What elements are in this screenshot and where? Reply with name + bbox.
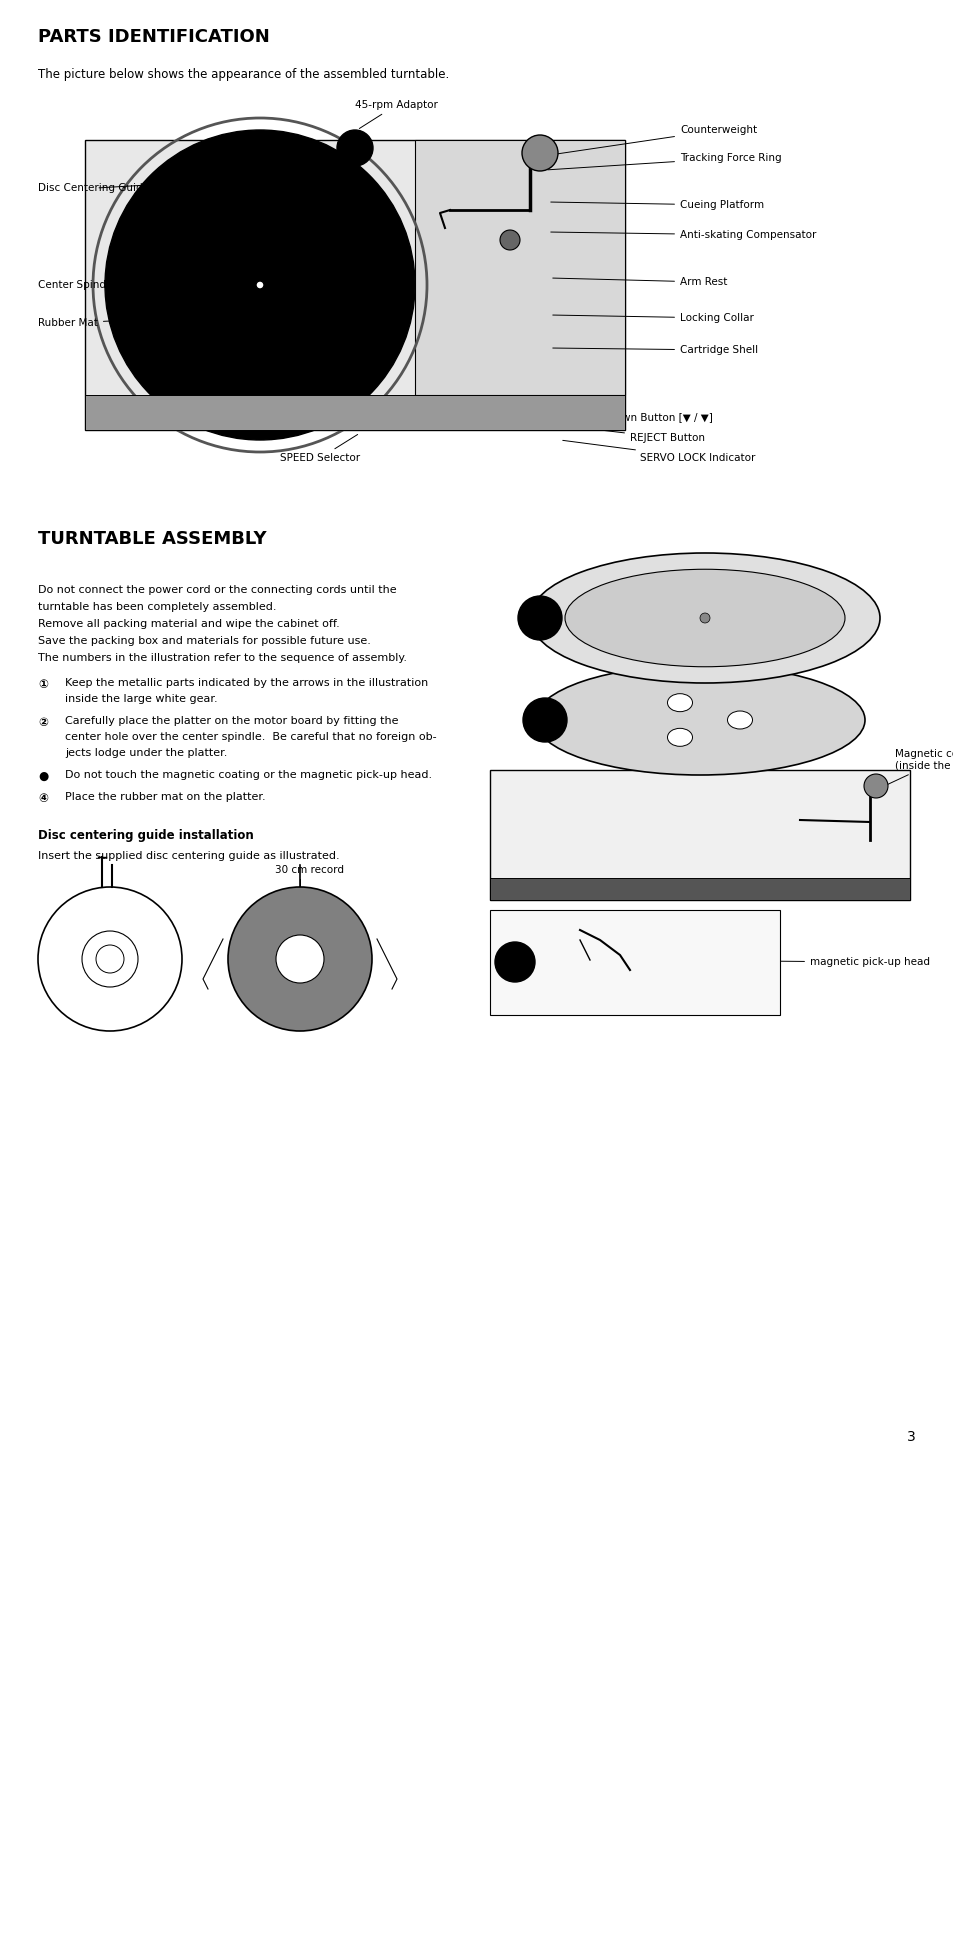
Text: ●: ●	[38, 770, 49, 784]
Text: Cartridge Shell: Cartridge Shell	[552, 345, 758, 355]
Text: ②: ②	[38, 716, 48, 729]
Text: Save the packing box and materials for possible future use.: Save the packing box and materials for p…	[38, 636, 371, 645]
Ellipse shape	[530, 554, 879, 682]
Text: Place the rubber mat on the platter.: Place the rubber mat on the platter.	[65, 792, 265, 801]
Text: inside the large white gear.: inside the large white gear.	[65, 694, 217, 704]
Text: Locking Collar: Locking Collar	[552, 314, 753, 324]
Text: Carefully place the platter on the motor board by fitting the: Carefully place the platter on the motor…	[65, 716, 398, 725]
Circle shape	[96, 946, 124, 973]
Text: SPEED Selector: SPEED Selector	[280, 435, 359, 462]
Text: 30 cm record: 30 cm record	[275, 866, 344, 876]
FancyBboxPatch shape	[85, 396, 624, 431]
Circle shape	[521, 135, 558, 172]
Text: Cueing Platform: Cueing Platform	[550, 201, 763, 211]
Text: SERVO LOCK Indicator: SERVO LOCK Indicator	[562, 441, 755, 462]
Circle shape	[863, 774, 887, 798]
Text: The picture below shows the appearance of the assembled turntable.: The picture below shows the appearance o…	[38, 68, 449, 82]
Text: Do not connect the power cord or the connecting cords until the: Do not connect the power cord or the con…	[38, 585, 396, 595]
Text: center hole over the center spindle.  Be careful that no foreign ob-: center hole over the center spindle. Be …	[65, 731, 436, 743]
Circle shape	[105, 131, 415, 441]
Text: jects lodge under the platter.: jects lodge under the platter.	[65, 749, 227, 759]
Text: Up/Down Button [▼ / ▼]: Up/Down Button [▼ / ▼]	[558, 408, 712, 423]
Text: Do not touch the magnetic coating or the magnetic pick-up head.: Do not touch the magnetic coating or the…	[65, 770, 432, 780]
Text: Tracking Force Ring: Tracking Force Ring	[547, 152, 781, 170]
Ellipse shape	[564, 569, 844, 667]
Text: Remove all packing material and wipe the cabinet off.: Remove all packing material and wipe the…	[38, 618, 339, 630]
Text: magnetic pick-up head: magnetic pick-up head	[642, 957, 929, 967]
Text: Center Spindle: Center Spindle	[38, 281, 172, 291]
Circle shape	[517, 597, 561, 640]
Text: REJECT Button: REJECT Button	[560, 425, 704, 443]
Text: The numbers in the illustration refer to the sequence of assembly.: The numbers in the illustration refer to…	[38, 653, 407, 663]
Text: ①: ①	[38, 679, 48, 690]
Text: 3: 3	[906, 1429, 915, 1445]
Ellipse shape	[667, 727, 692, 747]
Circle shape	[700, 612, 709, 622]
Text: turntable has been completely assembled.: turntable has been completely assembled.	[38, 603, 276, 612]
Text: 1: 1	[107, 954, 113, 963]
Circle shape	[495, 942, 535, 983]
Text: Disc centering guide installation: Disc centering guide installation	[38, 829, 253, 842]
Text: Rubber Mat: Rubber Mat	[38, 318, 172, 328]
Text: 2: 2	[539, 714, 549, 727]
Text: Keep the metallic parts indicated by the arrows in the illustration: Keep the metallic parts indicated by the…	[65, 679, 428, 688]
Text: 3: 3	[535, 610, 544, 626]
Circle shape	[336, 131, 373, 166]
Text: PARTS IDENTIFICATION: PARTS IDENTIFICATION	[38, 27, 270, 47]
Polygon shape	[203, 940, 223, 989]
Text: Insert the supplied disc centering guide as illustrated.: Insert the supplied disc centering guide…	[38, 850, 339, 862]
Circle shape	[82, 930, 138, 987]
FancyBboxPatch shape	[85, 140, 624, 431]
Text: TURNTABLE ASSEMBLY: TURNTABLE ASSEMBLY	[38, 530, 266, 548]
Circle shape	[275, 934, 324, 983]
Circle shape	[499, 230, 519, 250]
Text: 45-rpm Adaptor: 45-rpm Adaptor	[355, 99, 437, 129]
Text: ④: ④	[38, 792, 48, 805]
Polygon shape	[376, 940, 396, 989]
Text: Anti-skating Compensator: Anti-skating Compensator	[550, 230, 816, 240]
Circle shape	[522, 698, 566, 743]
Text: Disc Centering Guides: Disc Centering Guides	[38, 183, 154, 193]
Text: 1: 1	[510, 956, 519, 969]
Circle shape	[228, 887, 372, 1032]
Ellipse shape	[535, 665, 864, 774]
FancyBboxPatch shape	[490, 878, 909, 901]
Text: Counterweight: Counterweight	[545, 125, 757, 156]
Circle shape	[255, 281, 264, 289]
Ellipse shape	[667, 694, 692, 712]
FancyBboxPatch shape	[415, 140, 624, 396]
FancyBboxPatch shape	[490, 770, 909, 901]
Ellipse shape	[727, 712, 752, 729]
Text: Arm Rest: Arm Rest	[552, 277, 726, 287]
Text: Magnetic coating
(inside the rim): Magnetic coating (inside the rim)	[866, 749, 953, 794]
FancyBboxPatch shape	[490, 911, 780, 1016]
